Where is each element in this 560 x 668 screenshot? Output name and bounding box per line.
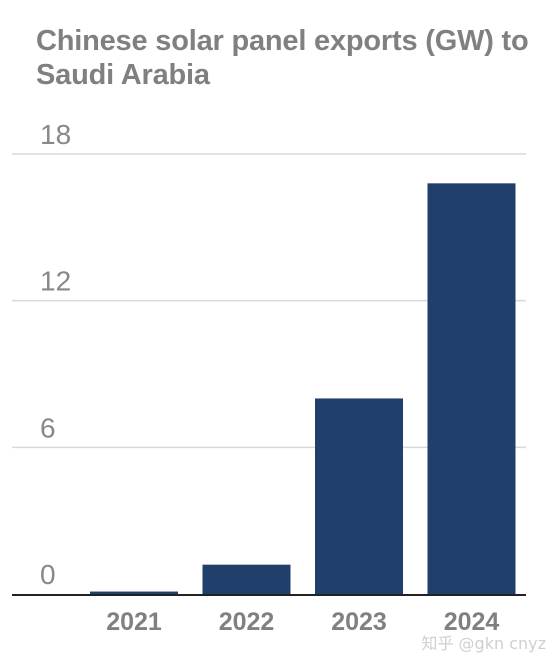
x-tick-label: 2022 (219, 608, 275, 636)
y-tick-label: 6 (40, 412, 56, 443)
watermark: 知乎 @gkn cnyz (421, 634, 546, 653)
y-tick-label: 18 (40, 119, 71, 150)
x-tick-label: 2021 (106, 608, 162, 636)
x-tick-label: 2023 (331, 608, 387, 636)
y-tick-label: 12 (40, 266, 71, 297)
bar-2022 (202, 564, 291, 594)
chart-title: Chinese solar panel exports (GW) to Saud… (36, 25, 529, 91)
x-axis-ticks: 2021 2022 2023 2024 (106, 608, 499, 636)
y-axis-ticks: 0 6 12 18 (40, 119, 71, 590)
y-tick-label: 0 (40, 559, 56, 590)
bar-2021 (90, 591, 178, 594)
bar-2023 (315, 398, 403, 594)
bars (90, 183, 516, 595)
x-tick-label: 2024 (444, 608, 500, 636)
bar-2024 (427, 183, 516, 595)
